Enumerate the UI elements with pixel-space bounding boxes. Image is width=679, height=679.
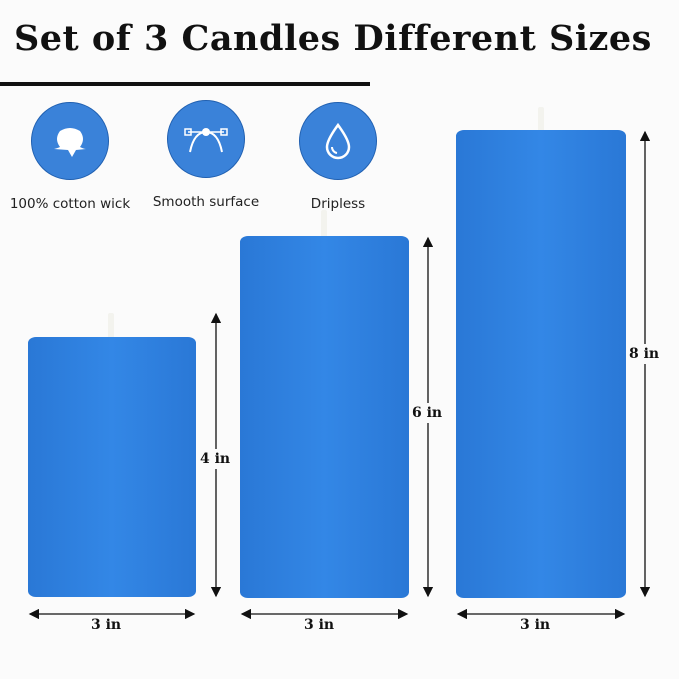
- wick: [321, 210, 327, 238]
- cotton-icon: [31, 102, 109, 180]
- bezier-curve-icon: [167, 100, 245, 178]
- candle-medium: [240, 236, 409, 598]
- water-drop-icon: [299, 102, 377, 180]
- width-label-medium: 3 in: [303, 615, 336, 635]
- height-label-medium: 6 in: [411, 403, 444, 423]
- feature-label: Smooth surface: [152, 194, 260, 210]
- width-label-small: 3 in: [90, 615, 123, 635]
- height-label-small: 4 in: [199, 449, 232, 469]
- wick: [538, 107, 544, 132]
- feature-dripless: Dripless: [268, 102, 408, 212]
- feature-cotton-wick: 100% cotton wick: [0, 102, 140, 212]
- width-label-large: 3 in: [519, 615, 552, 635]
- page-title: Set of 3 Candles Different Sizes: [14, 18, 652, 59]
- candle-large: [456, 130, 626, 598]
- wick: [108, 313, 114, 339]
- feature-smooth-surface: Smooth surface: [136, 100, 276, 210]
- feature-label: 100% cotton wick: [9, 196, 131, 212]
- feature-label: Dripless: [310, 196, 366, 212]
- title-underline: [0, 82, 370, 86]
- candle-small: [28, 337, 196, 597]
- height-label-large: 8 in: [628, 344, 661, 364]
